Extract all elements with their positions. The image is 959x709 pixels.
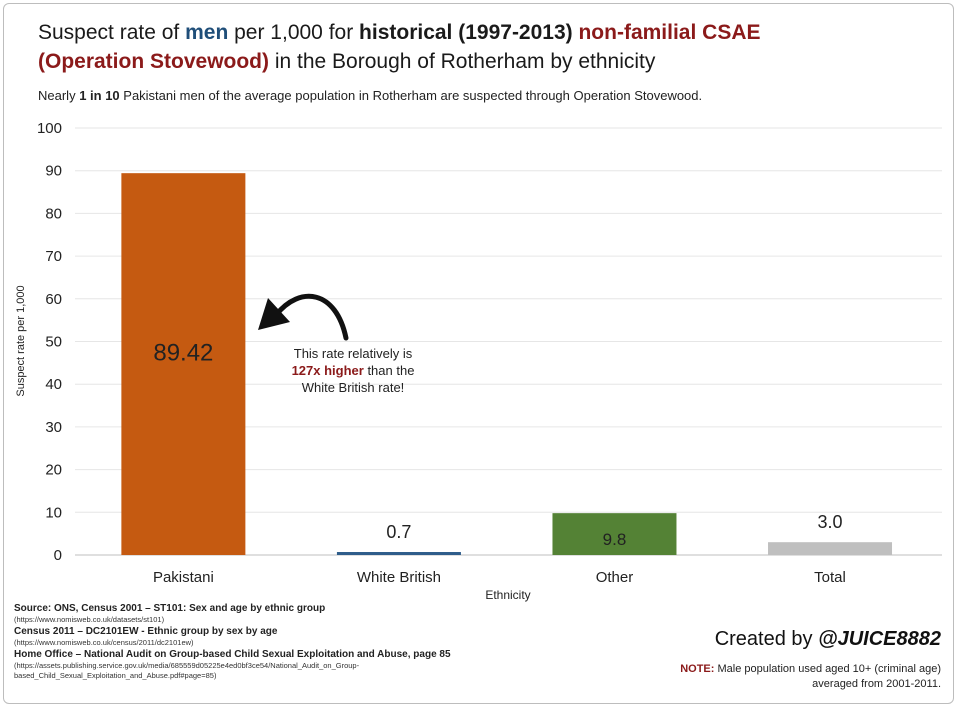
x-tick-label-1: White British bbox=[357, 569, 441, 586]
annotation-arrow-head bbox=[258, 298, 290, 330]
bar-total bbox=[768, 542, 893, 555]
source-2: Census 2011 – DC2101EW - Ethnic group by… bbox=[14, 626, 278, 637]
y-tick-label-40: 40 bbox=[45, 376, 62, 393]
source-3-url-a: (https://assets.publishing.service.gov.u… bbox=[14, 661, 360, 670]
y-tick-label-90: 90 bbox=[45, 163, 62, 180]
x-tick-label-2: Other bbox=[596, 569, 634, 586]
annotation-line-3: White British rate! bbox=[302, 380, 405, 395]
title-csae: non-familial CSAE bbox=[578, 21, 761, 44]
annotation-line-1: This rate relatively is bbox=[294, 346, 413, 361]
source-1-url: (https://www.nomisweb.co.uk/datasets/st1… bbox=[14, 615, 165, 624]
data-label-2: 9.8 bbox=[603, 530, 627, 549]
source-2-url: (https://www.nomisweb.co.uk/census/2011/… bbox=[14, 638, 194, 647]
data-label-1: 0.7 bbox=[386, 522, 411, 542]
title-men: men bbox=[185, 21, 229, 44]
bar-other bbox=[552, 513, 677, 555]
y-tick-label-0: 0 bbox=[54, 547, 62, 564]
sources-block: Source: ONS, Census 2001 – ST101: Sex an… bbox=[14, 602, 534, 681]
annotation-line-2-rest: than the bbox=[364, 363, 415, 378]
note: NOTE: Male population used aged 10+ (cri… bbox=[680, 663, 941, 690]
y-tick-label-50: 50 bbox=[45, 334, 62, 351]
source-3: Home Office – National Audit on Group-ba… bbox=[14, 649, 451, 660]
title-historical: historical (1997-2013) bbox=[359, 21, 573, 44]
annotation-highlight: 127x higher bbox=[292, 363, 364, 378]
bar-white-british bbox=[336, 552, 461, 555]
data-label-3: 3.0 bbox=[818, 512, 843, 532]
figure-frame bbox=[3, 3, 954, 704]
x-tick-label-3: Total bbox=[814, 569, 846, 586]
title-stovewood: (Operation Stovewood) bbox=[38, 50, 269, 73]
y-tick-label-100: 100 bbox=[37, 120, 62, 137]
chart-subtitle: Nearly 1 in 10 Pakistani men of the aver… bbox=[38, 88, 703, 103]
y-tick-label-70: 70 bbox=[45, 248, 62, 265]
data-label-0: 89.42 bbox=[153, 339, 213, 366]
y-tick-label-30: 30 bbox=[45, 419, 62, 436]
y-axis-label: Suspect rate per 1,000 bbox=[15, 285, 27, 396]
created-by: Created by @JUICE8882 bbox=[714, 628, 941, 650]
y-tick-label-80: 80 bbox=[45, 205, 62, 222]
source-3-url-b: based_Child_Sexual_Exploitation_and_Abus… bbox=[14, 671, 217, 680]
bar-pakistani bbox=[121, 173, 246, 555]
x-tick-label-0: Pakistani bbox=[153, 569, 214, 586]
y-tick-label-60: 60 bbox=[45, 291, 62, 308]
annotation-line-2: 127x higher than the bbox=[292, 363, 415, 378]
source-1: Source: ONS, Census 2001 – ST101: Sex an… bbox=[14, 603, 326, 614]
x-axis-label: Ethnicity bbox=[485, 588, 530, 602]
author-handle: @JUICE8882 bbox=[818, 628, 941, 650]
y-tick-label-20: 20 bbox=[45, 462, 62, 479]
annotation-arrow-shaft bbox=[273, 293, 349, 341]
y-tick-label-10: 10 bbox=[45, 504, 62, 521]
chart-title: Suspect rate of men per 1,000 for histor… bbox=[38, 21, 761, 73]
